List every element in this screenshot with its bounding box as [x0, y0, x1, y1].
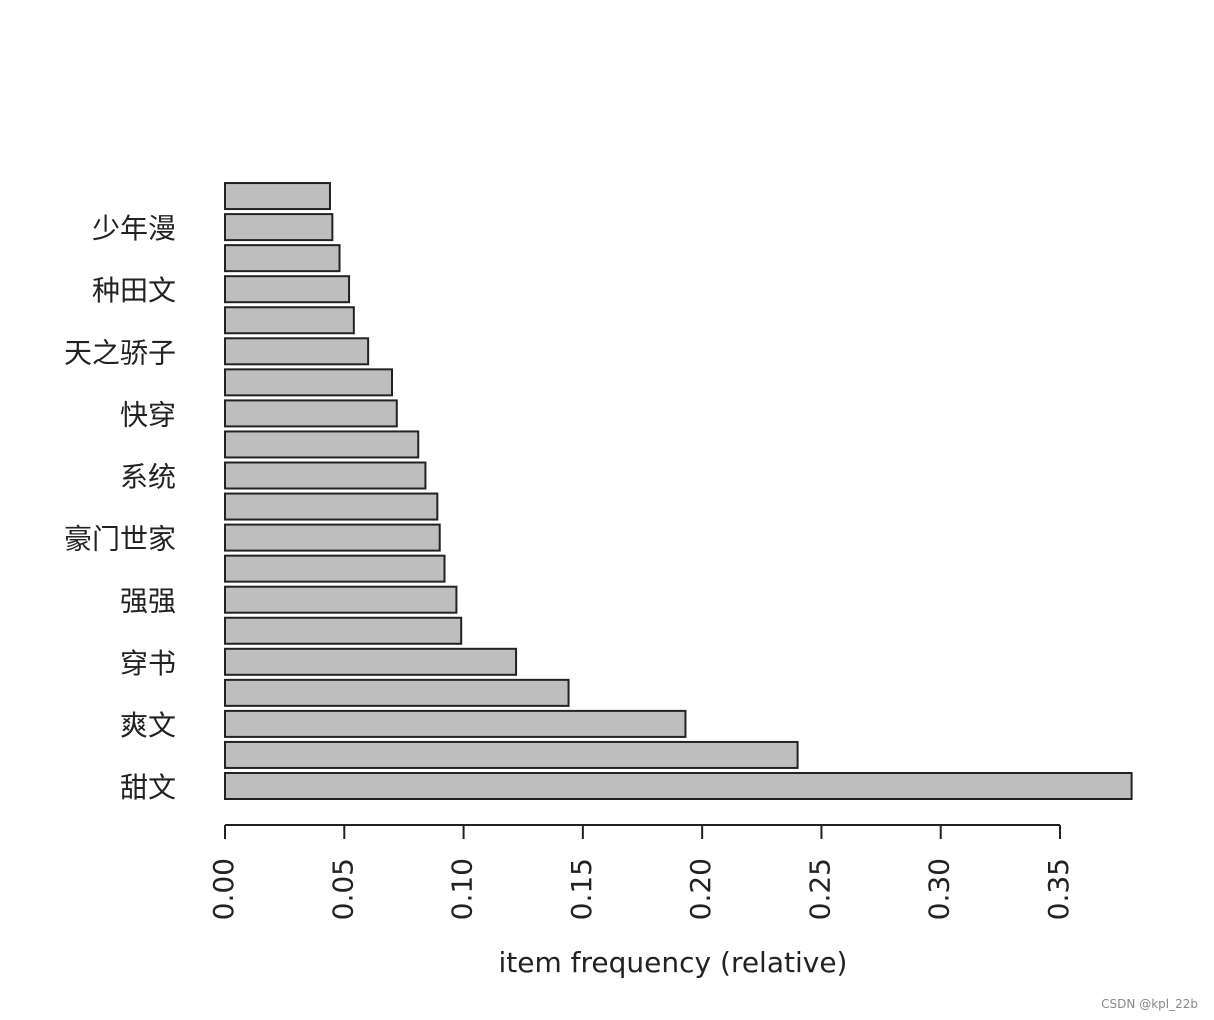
bar — [224, 554, 446, 583]
x-tick-label: 0.00 — [207, 858, 240, 920]
bar — [224, 492, 439, 521]
x-tick-label: 0.20 — [684, 858, 717, 920]
bar — [224, 740, 799, 769]
bar — [224, 772, 1133, 800]
bar — [224, 647, 518, 676]
y-tick-label: 快穿 — [120, 398, 176, 431]
bar — [224, 523, 441, 552]
bar — [224, 616, 463, 645]
y-tick-label: 甜文 — [120, 771, 176, 804]
bar — [224, 585, 458, 614]
bar — [224, 306, 355, 335]
y-tick-label: 种田文 — [92, 274, 176, 307]
y-tick-label: 系统 — [120, 461, 176, 494]
bar — [224, 678, 570, 707]
bar — [224, 337, 370, 366]
y-tick-label: 爽文 — [120, 709, 176, 742]
x-tick-label: 0.30 — [923, 858, 956, 920]
watermark: CSDN @kpl_22b — [1101, 997, 1198, 1011]
y-tick-label: 穿书 — [120, 647, 176, 680]
bar — [224, 709, 687, 738]
x-tick-label: 0.25 — [803, 858, 836, 920]
x-tick-label: 0.05 — [326, 858, 359, 920]
y-tick-label: 豪门世家 — [64, 523, 176, 556]
y-tick-label: 少年漫 — [92, 212, 176, 245]
bar — [224, 461, 427, 490]
x-axis-label: item frequency (relative) — [499, 946, 848, 979]
y-tick-label: 强强 — [120, 585, 176, 618]
bar — [224, 213, 334, 242]
bar — [224, 244, 341, 273]
y-tick-label: 天之骄子 — [64, 336, 176, 369]
bar — [224, 182, 331, 211]
bar — [224, 275, 351, 304]
x-tick-label: 0.10 — [446, 858, 479, 920]
x-tick-label: 0.15 — [565, 858, 598, 920]
bar — [224, 399, 398, 428]
bar — [224, 430, 420, 459]
bar — [224, 368, 394, 397]
x-tick-label: 0.35 — [1042, 858, 1075, 920]
